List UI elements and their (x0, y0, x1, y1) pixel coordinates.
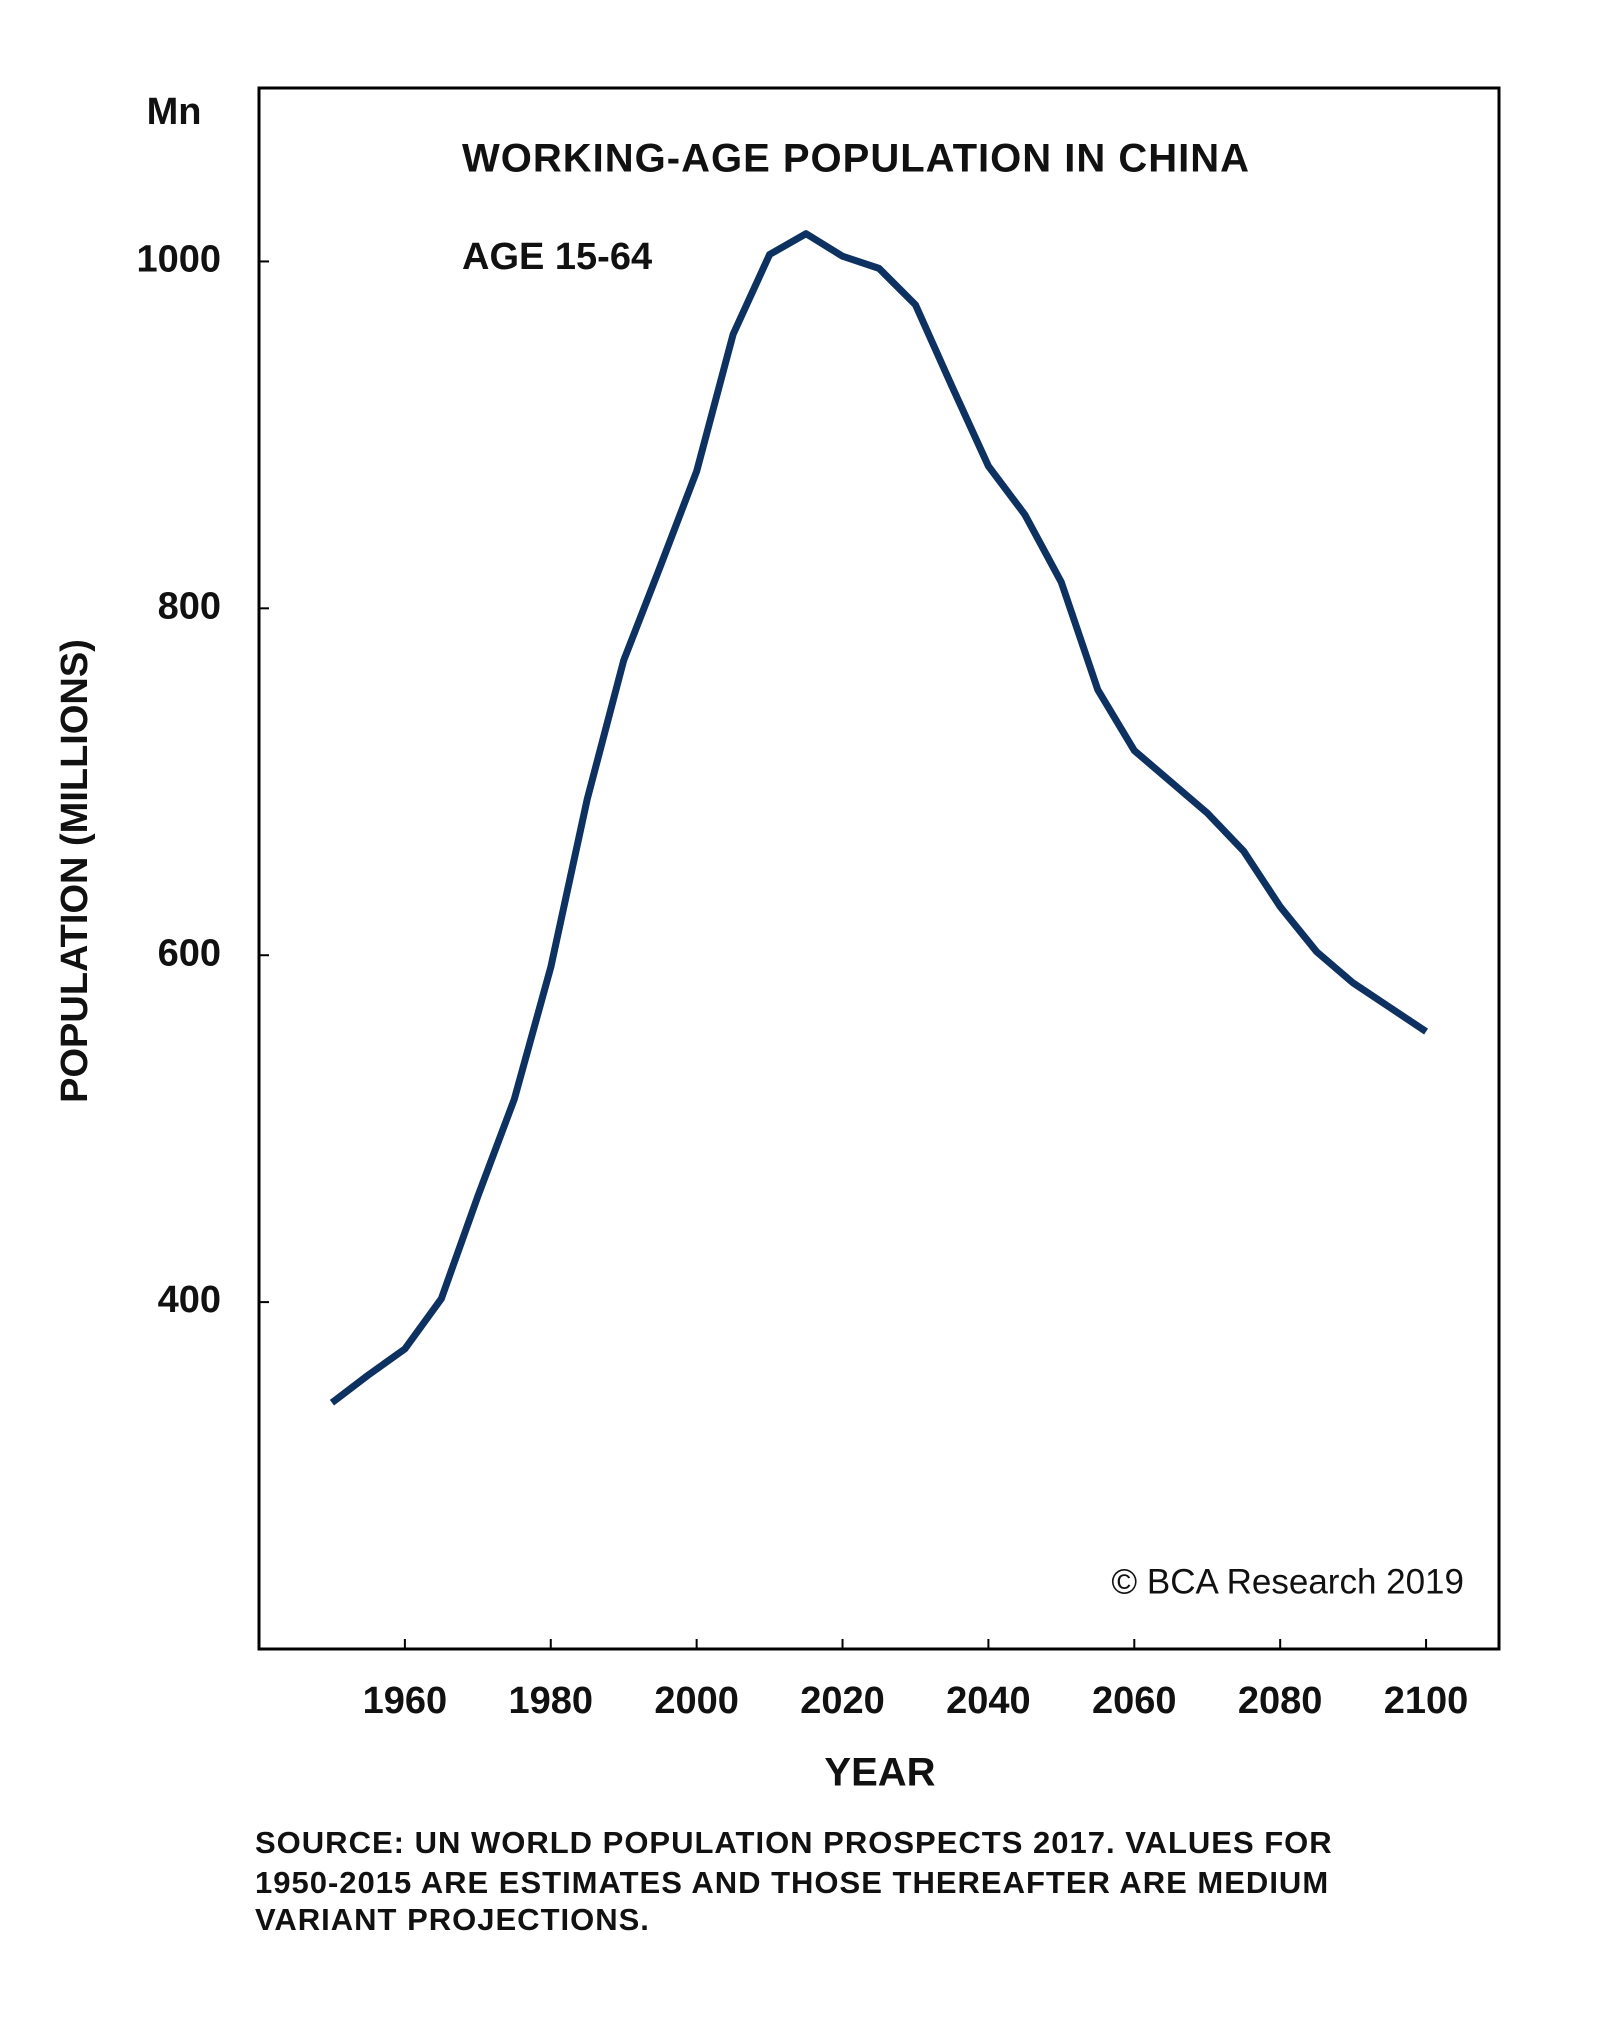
source-note: 1950-2015 ARE ESTIMATES AND THOSE THEREA… (255, 1865, 1329, 1900)
x-axis-label: YEAR (824, 1751, 935, 1795)
x-tick-label: 2020 (800, 1680, 885, 1722)
y-axis-label: POPULATION (MILLIONS) (54, 639, 96, 1103)
x-tick-label: 2080 (1238, 1680, 1323, 1722)
x-tick-label: 2000 (654, 1680, 739, 1722)
x-tick-label: 2100 (1384, 1680, 1469, 1722)
x-tick-label: 1980 (508, 1680, 593, 1722)
credit: © BCA Research 2019 (1111, 1562, 1464, 1601)
source-note: SOURCE: UN WORLD POPULATION PROSPECTS 20… (255, 1825, 1333, 1860)
plot-frame (257, 86, 1501, 1651)
source-note: VARIANT PROJECTIONS. (255, 1902, 650, 1937)
y-tick-label: 1000 (136, 238, 221, 280)
x-tick-label: 1960 (363, 1680, 448, 1722)
y-tick-label: 800 (158, 585, 221, 627)
y-tick-label: 400 (158, 1279, 221, 1321)
x-tick-label: 2040 (946, 1680, 1031, 1722)
y-tick-label: 600 (158, 932, 221, 974)
series-line (329, 230, 1428, 1406)
chart-title: WORKING-AGE POPULATION IN CHINA (462, 137, 1250, 181)
series-label: AGE 15-64 (462, 236, 652, 278)
x-tick-label: 2060 (1092, 1680, 1177, 1722)
unit-label: Mn (147, 91, 202, 133)
